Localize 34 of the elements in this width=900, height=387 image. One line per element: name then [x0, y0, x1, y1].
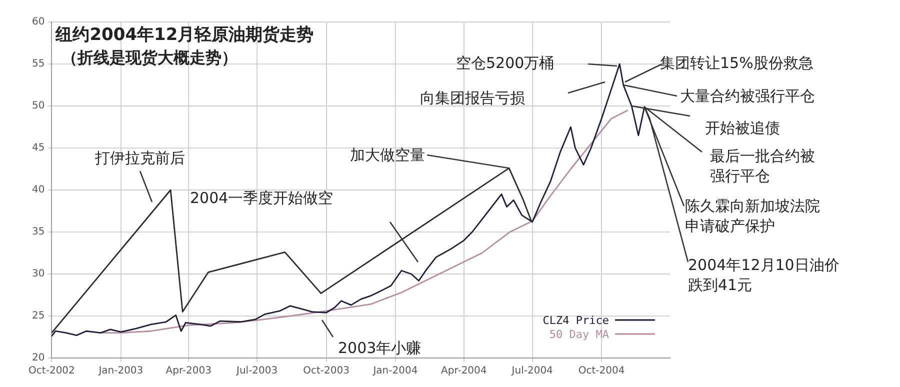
annotation: 2004一季度开始做空 [190, 189, 334, 207]
legend-label: 50 Day MA [549, 328, 610, 341]
y-tick-label: 55 [32, 58, 45, 70]
y-tick-label: 35 [32, 226, 45, 238]
x-tick-label: Jul-2003 [236, 366, 278, 377]
annotation: 开始被追债 [705, 119, 780, 137]
x-tick-label: Jan-2004 [372, 366, 418, 377]
annotation: 集团转让15%股份救急 [660, 54, 814, 72]
annotation: 陈久霖向新加坡法院申请破产保护 [685, 197, 820, 235]
annotation: 2003年小赚 [338, 339, 422, 357]
annotation: 最后一批合约被强行平仓 [710, 147, 815, 185]
annotation: 向集团报告亏损 [420, 89, 525, 107]
y-tick-label: 45 [32, 142, 45, 154]
x-tick-label: Oct-2003 [303, 366, 350, 377]
text: （折线是现货大概走势） [62, 48, 238, 67]
x-tick-label: Apr-2003 [166, 366, 212, 377]
y-tick-label: 20 [32, 352, 45, 364]
x-tick-label: Oct-2004 [578, 366, 625, 377]
y-tick-label: 40 [32, 184, 45, 196]
legend-label: CLZ4 Price [542, 314, 609, 327]
y-tick-label: 60 [32, 16, 45, 28]
annotation: 打伊拉克前后 [94, 149, 185, 167]
y-tick-label: 30 [32, 268, 45, 280]
annotation: 加大做空量 [350, 146, 425, 164]
y-tick-label: 50 [32, 100, 45, 112]
x-tick-label: Apr-2004 [441, 366, 487, 377]
x-tick-label: Oct-2002 [28, 366, 75, 377]
annotation: 大量合约被强行平仓 [680, 87, 815, 105]
annotation: 2004年12月10日油价跌到41元 [688, 256, 840, 294]
x-tick-label: Jul-2004 [510, 366, 553, 377]
y-tick-label: 25 [32, 310, 45, 322]
x-tick-label: Jan-2003 [98, 366, 144, 377]
annotation: 空仓5200万桶 [456, 54, 554, 72]
chart-title: 纽约2004年12月轻原油期货走势 [54, 25, 314, 45]
